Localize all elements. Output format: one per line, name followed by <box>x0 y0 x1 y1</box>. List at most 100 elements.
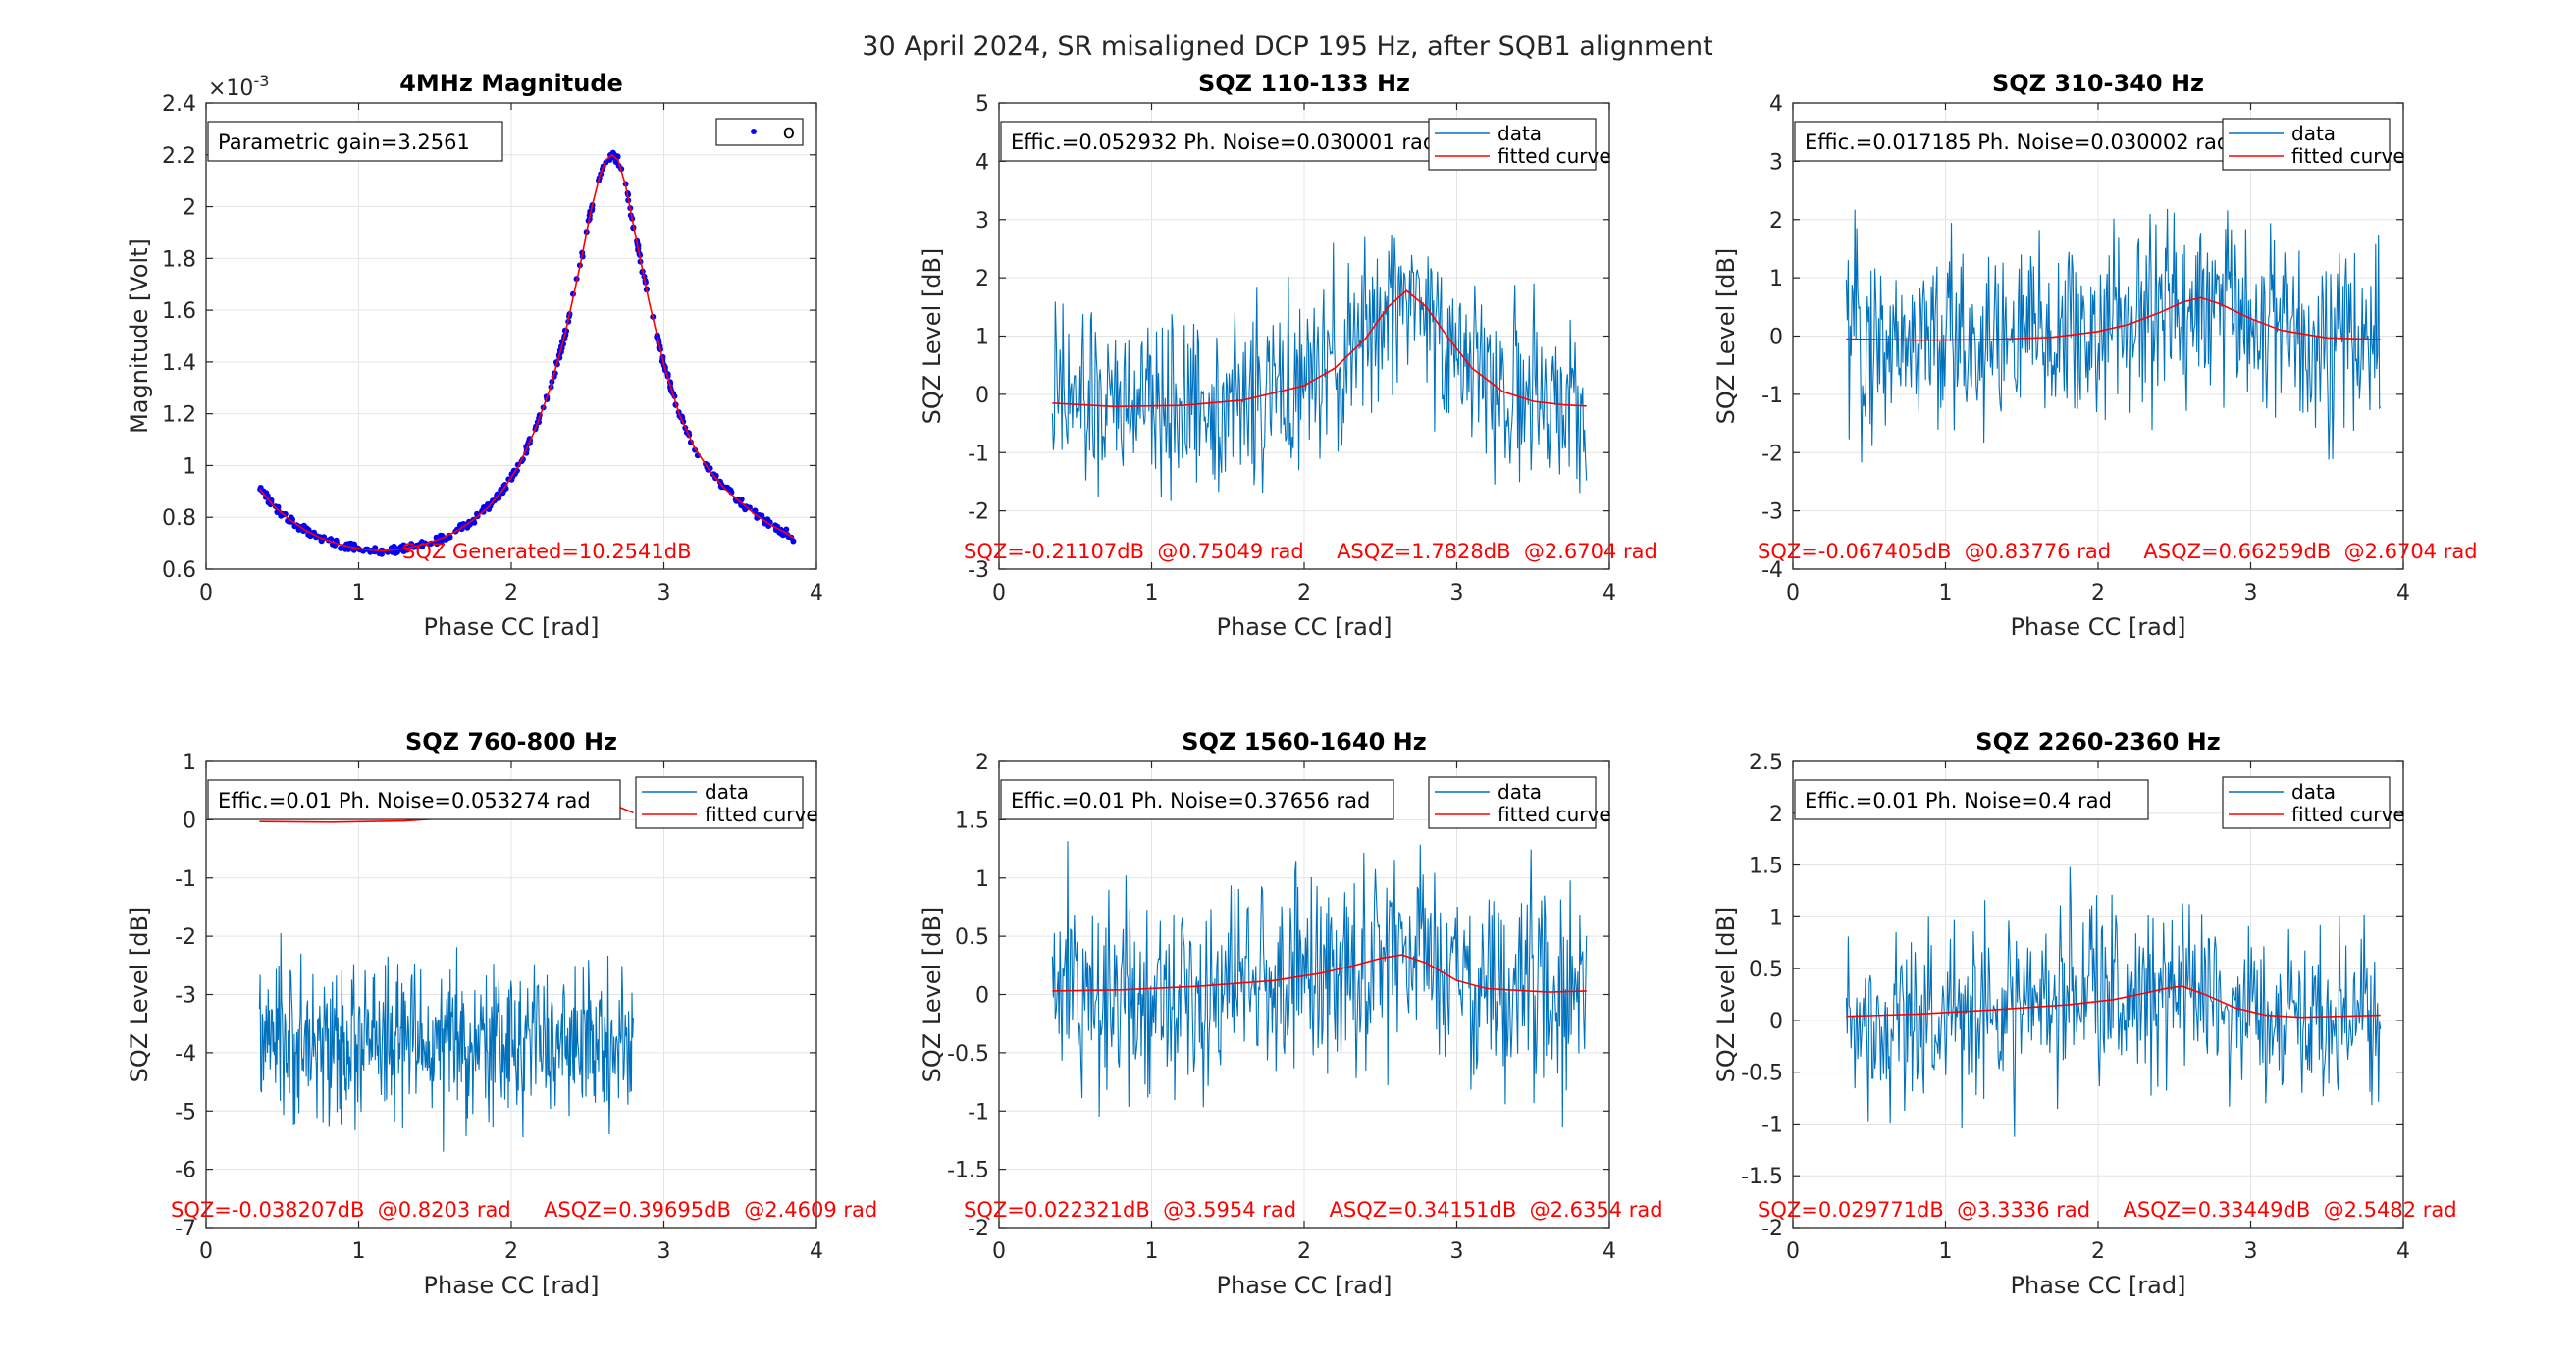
x-tick-label: 4 <box>2396 1239 2410 1264</box>
subplot-title: 4MHz Magnitude <box>399 70 623 97</box>
series-fitted-curve <box>1846 985 2381 1019</box>
x-tick-label: 2 <box>504 1239 518 1264</box>
y-tick-label: 0 <box>1769 326 1783 350</box>
y-tick-label: 0.5 <box>1749 958 1783 982</box>
x-axis-label: Phase CC [rad] <box>2011 1272 2186 1299</box>
y-tick-label: -2 <box>968 500 989 525</box>
info-box-frame <box>207 779 621 820</box>
y-tick-label: 2 <box>975 267 989 291</box>
x-tick-label: 2 <box>1297 1239 1311 1264</box>
y-tick-label: -0.5 <box>947 1042 989 1067</box>
y-tick-label: 2.2 <box>162 144 196 169</box>
legend-marker <box>751 129 757 134</box>
y-tick-label: -4 <box>1761 558 1783 583</box>
legend-label-data: data <box>1498 780 1542 804</box>
x-tick-label: 1 <box>1145 581 1159 605</box>
info-box: Effic.=0.01 Ph. Noise=0.37656 rad <box>1000 779 1394 820</box>
x-tick-label: 1 <box>1145 1239 1159 1264</box>
y-tick-label: 2.5 <box>1749 751 1783 775</box>
subplot-title: SQZ 310-340 Hz <box>1992 70 2204 97</box>
annotation-sqz-generated: SQZ Generated=10.2541dB <box>402 540 692 563</box>
x-tick-label: 3 <box>657 581 671 605</box>
y-tick-label: 1.4 <box>162 351 196 376</box>
x-tick-label: 1 <box>1939 581 1953 605</box>
scatter-point <box>342 546 348 552</box>
x-tick-label: 0 <box>199 581 213 605</box>
y-tick-label: -2 <box>175 925 196 950</box>
x-tick-label: 3 <box>1450 1239 1464 1264</box>
legend-frame <box>715 118 804 146</box>
legend-frame <box>2222 776 2391 829</box>
ticks <box>1792 760 2404 1229</box>
x-tick-label: 3 <box>657 1239 671 1264</box>
info-box-text: Parametric gain=3.2561 <box>218 131 470 154</box>
annotation-sqz-asqz: SQZ=0.029771dB @3.3336 rad ASQZ=0.33449d… <box>1758 1198 2457 1222</box>
x-tick-label: 4 <box>810 581 823 605</box>
info-box: Parametric gain=3.2561 <box>207 121 503 162</box>
legend-label-data: data <box>2291 780 2336 804</box>
subplot-title: SQZ 110-133 Hz <box>1198 70 1410 97</box>
series-data-line <box>1845 866 2382 1137</box>
y-tick-label: 0.8 <box>162 506 196 531</box>
y-tick-label: 5 <box>975 92 989 117</box>
y-tick-label: 2.4 <box>162 92 196 117</box>
subplot-2: 0 1 2 3 4 -3 -2 -1 0 1 2 3 4 5 SQZ 110-133 Hz Phase CC … <box>919 70 1657 641</box>
series-fitted-curve <box>1052 289 1587 408</box>
y-tick-label: 3 <box>1769 150 1783 175</box>
subplot-title: SQZ 760-800 Hz <box>405 728 617 756</box>
series-group <box>257 149 797 557</box>
y-tick-label: 0 <box>183 809 196 833</box>
y-tick-label: 2 <box>1769 803 1783 827</box>
y-tick-label: -5 <box>175 1100 196 1125</box>
x-tick-label: 1 <box>352 581 366 605</box>
y-tick-label: -1.5 <box>1741 1165 1783 1189</box>
series-data-line <box>258 932 634 1152</box>
y-tick-label: 1 <box>1769 267 1783 291</box>
y-tick-label: -6 <box>175 1159 196 1183</box>
legend-frame <box>1428 776 1597 829</box>
y-tick-label: -1 <box>1761 1113 1783 1137</box>
series-data-line <box>1845 208 2382 463</box>
y-tick-label: 0 <box>1769 1010 1783 1034</box>
y-axis-label: SQZ Level [dB] <box>1712 907 1740 1083</box>
subplot-1: 0 1 2 3 4 0.6 0.8 1 1.2 1.4 1.6 1.8 2 2.2 2.4 ×10-3 4MHz… <box>126 70 823 641</box>
y-tick-label: -7 <box>175 1217 196 1241</box>
legend-frame <box>1428 118 1597 171</box>
info-box-text: Effic.=0.01 Ph. Noise=0.4 rad <box>1805 789 2112 812</box>
x-tick-label: 0 <box>1786 1239 1800 1264</box>
y-tick-label: -1 <box>1761 384 1783 408</box>
x-axis-label: Phase CC [rad] <box>1217 1272 1393 1299</box>
y-tick-label: -3 <box>175 984 196 1009</box>
y-tick-label: 4 <box>975 150 989 175</box>
y-tick-label: 1.2 <box>162 403 196 428</box>
x-axis-label: Phase CC [rad] <box>424 1272 600 1299</box>
y-tick-label: -0.5 <box>1741 1062 1783 1086</box>
scatter-point <box>287 518 292 525</box>
y-tick-label: 1.5 <box>955 809 989 833</box>
info-box: Effic.=0.017185 Ph. Noise=0.030002 rad <box>1794 121 2240 162</box>
y-tick-label: 0.5 <box>955 925 989 950</box>
scatter-point <box>437 532 444 539</box>
figure-title: 30 April 2024, SR misaligned DCP 195 Hz,… <box>862 31 1712 62</box>
x-tick-label: 2 <box>2091 1239 2105 1264</box>
annotation-sqz-asqz: SQZ=-0.038207dB @0.8203 rad ASQZ=0.39695… <box>171 1198 877 1222</box>
info-box: Effic.=0.01 Ph. Noise=0.4 rad <box>1794 779 2149 820</box>
x-tick-label: 2 <box>2091 581 2105 605</box>
x-tick-label: 4 <box>1603 581 1616 605</box>
x-tick-label: 2 <box>1297 581 1311 605</box>
y-tick-label: 2 <box>975 751 989 775</box>
legend-label-data: data <box>705 780 749 804</box>
y-tick-label: -2 <box>1761 1217 1783 1241</box>
x-tick-label: 4 <box>810 1239 823 1264</box>
legend-label-fit: fitted curve <box>2291 144 2405 168</box>
y-axis-label: SQZ Level [dB] <box>1712 248 1740 425</box>
info-box-text: Effic.=0.052932 Ph. Noise=0.030001 rad <box>1011 131 1436 154</box>
x-tick-label: 3 <box>2244 581 2258 605</box>
y-tick-label: -3 <box>968 558 989 583</box>
y-tick-label: -1 <box>968 442 989 466</box>
info-box: Effic.=0.052932 Ph. Noise=0.030001 rad <box>1000 121 1436 162</box>
info-box-frame <box>1000 779 1394 820</box>
scatter-point <box>307 533 314 540</box>
